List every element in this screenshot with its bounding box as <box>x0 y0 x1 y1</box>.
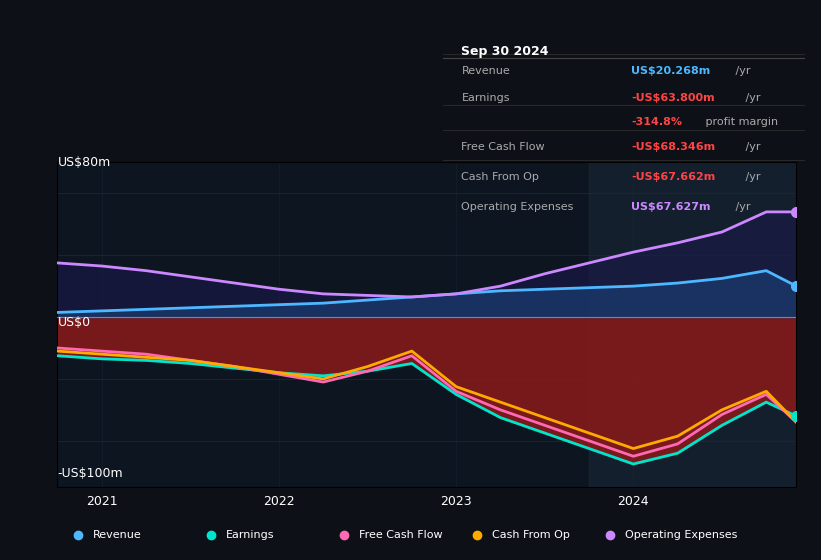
Text: 2022: 2022 <box>264 494 295 508</box>
Text: US$0: US$0 <box>57 315 90 329</box>
Text: /yr: /yr <box>742 142 761 152</box>
Text: US$67.627m: US$67.627m <box>631 202 711 212</box>
Text: Earnings: Earnings <box>461 93 510 103</box>
Text: /yr: /yr <box>742 93 761 103</box>
Text: profit margin: profit margin <box>702 116 778 127</box>
Text: Revenue: Revenue <box>461 66 510 76</box>
Text: -US$100m: -US$100m <box>57 466 123 480</box>
Text: US$80m: US$80m <box>57 156 111 169</box>
Text: US$20.268m: US$20.268m <box>631 66 710 76</box>
Text: Cash From Op: Cash From Op <box>492 530 570 540</box>
Text: Revenue: Revenue <box>93 530 141 540</box>
Text: Earnings: Earnings <box>226 530 274 540</box>
Bar <box>589 162 796 487</box>
Text: -US$67.662m: -US$67.662m <box>631 172 715 182</box>
Text: /yr: /yr <box>742 172 761 182</box>
Text: Operating Expenses: Operating Expenses <box>625 530 737 540</box>
Text: -US$68.346m: -US$68.346m <box>631 142 715 152</box>
Text: /yr: /yr <box>732 66 751 76</box>
Text: Operating Expenses: Operating Expenses <box>461 202 574 212</box>
Text: 2023: 2023 <box>440 494 472 508</box>
Text: Free Cash Flow: Free Cash Flow <box>461 142 545 152</box>
Text: Cash From Op: Cash From Op <box>461 172 539 182</box>
Text: 2021: 2021 <box>86 494 117 508</box>
Text: Free Cash Flow: Free Cash Flow <box>359 530 443 540</box>
Text: -314.8%: -314.8% <box>631 116 682 127</box>
Text: /yr: /yr <box>732 202 751 212</box>
Text: -US$63.800m: -US$63.800m <box>631 93 715 103</box>
Text: 2024: 2024 <box>617 494 649 508</box>
Text: Sep 30 2024: Sep 30 2024 <box>461 45 549 58</box>
